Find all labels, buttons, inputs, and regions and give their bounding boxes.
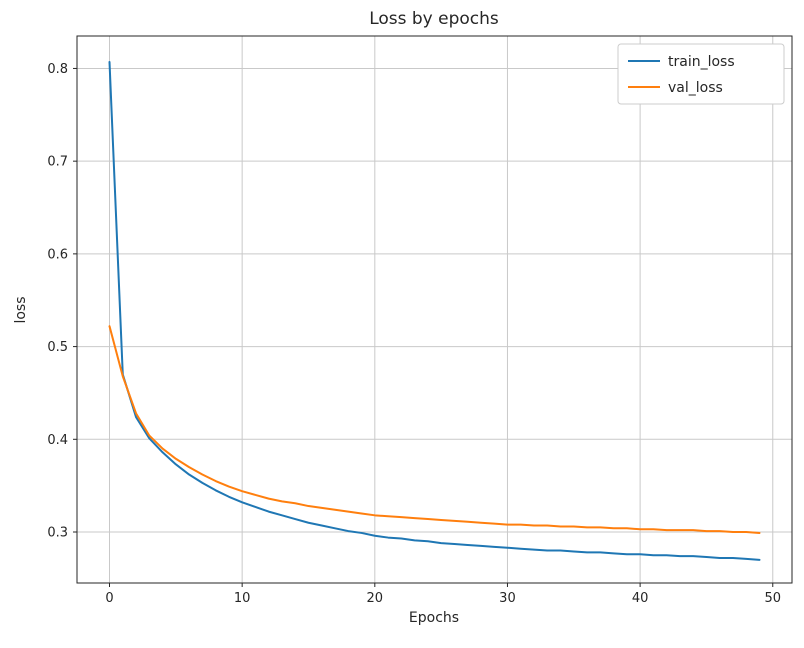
- y-tick-label: 0.4: [47, 433, 68, 448]
- y-axis-label: loss: [13, 296, 29, 323]
- axis-ticks: 0 10 20 30 40 50 0.3 0.4 0.5 0.6 0.7 0.8: [47, 62, 781, 606]
- x-tick-label: 10: [234, 591, 251, 606]
- y-tick-label: 0.5: [47, 340, 68, 355]
- axes-border: [76, 35, 793, 584]
- legend-label-val-loss: val_loss: [668, 80, 723, 96]
- x-tick-label: 50: [764, 591, 781, 606]
- x-tick-label: 40: [632, 591, 649, 606]
- axes-spines: [76, 35, 793, 584]
- y-tick-label: 0.7: [47, 155, 68, 170]
- x-tick-label: 30: [499, 591, 516, 606]
- x-tick-label: 0: [105, 591, 113, 606]
- y-tick-label: 0.3: [47, 526, 68, 541]
- train-loss-line: [108, 60, 761, 561]
- chart-title: Loss by epochs: [369, 9, 499, 29]
- y-tick-label: 0.6: [47, 247, 68, 262]
- legend: train_loss val_loss: [617, 43, 785, 105]
- legend-box: [617, 43, 785, 105]
- legend-label-train-loss: train_loss: [668, 54, 735, 70]
- x-tick-label: 20: [367, 591, 384, 606]
- series-lines: [108, 60, 761, 561]
- y-tick-label: 0.8: [47, 62, 68, 77]
- x-axis-label: Epochs: [409, 610, 459, 626]
- val-loss-line: [108, 325, 761, 534]
- grid-lines: [77, 36, 792, 583]
